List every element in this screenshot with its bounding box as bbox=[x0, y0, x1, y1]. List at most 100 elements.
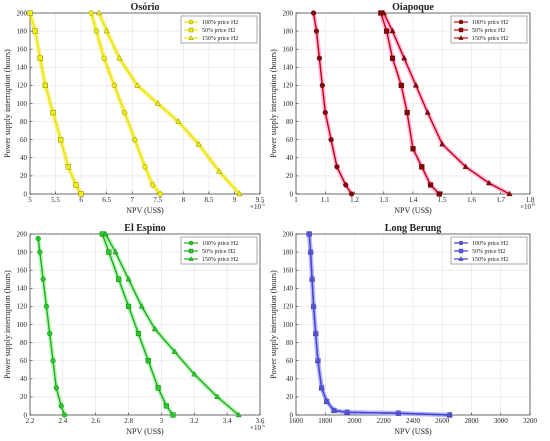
x-tick-label: 3.2 bbox=[190, 417, 199, 425]
data-point-triangle bbox=[439, 140, 446, 147]
data-point-square bbox=[163, 403, 169, 409]
data-point-triangle bbox=[102, 230, 109, 237]
x-tick-label: 2.4 bbox=[58, 417, 67, 425]
legend-label: 100% price H2 bbox=[202, 20, 238, 26]
x-tick-label: 2.2 bbox=[26, 417, 35, 425]
legend: 100% price H2 50% price H2 150% price H2 bbox=[180, 236, 258, 265]
data-point-triangle bbox=[116, 54, 123, 61]
data-point-circle bbox=[50, 358, 56, 364]
y-tick-label: 140 bbox=[17, 285, 28, 293]
x-tick-label: 1800 bbox=[318, 417, 333, 425]
legend-label: 100% price H2 bbox=[472, 20, 508, 26]
x-tick-label: 5 bbox=[28, 196, 32, 204]
data-point-square bbox=[58, 137, 64, 143]
legend-label: 50% price H2 bbox=[202, 28, 235, 34]
data-point-square bbox=[404, 109, 410, 116]
y-tick-label: 20 bbox=[286, 393, 294, 401]
data-point-square bbox=[188, 27, 194, 33]
data-point-circle bbox=[188, 240, 194, 246]
data-point-triangle bbox=[175, 118, 182, 124]
data-point-triangle bbox=[309, 275, 316, 282]
y-tick-label: 180 bbox=[17, 248, 28, 256]
x-tick-label: 1.3 bbox=[379, 196, 388, 204]
data-point-triangle bbox=[214, 393, 221, 400]
y-tick-label: 40 bbox=[20, 375, 28, 383]
y-axis-label: Power supply interruption (hours) bbox=[3, 270, 12, 379]
x-tick-label: 5.5 bbox=[51, 196, 60, 204]
data-point-triangle bbox=[236, 190, 243, 197]
data-point-circle bbox=[313, 28, 320, 34]
data-point-circle bbox=[37, 249, 43, 255]
data-point-square bbox=[32, 28, 38, 34]
data-point-square bbox=[155, 385, 161, 391]
x-axis-label: NPV (US$) bbox=[126, 427, 164, 436]
data-point-square bbox=[116, 276, 122, 282]
data-point-triangle bbox=[191, 370, 198, 377]
data-point-circle bbox=[322, 109, 328, 116]
x-multiplier-exponent: 5 bbox=[262, 423, 265, 429]
data-point-square bbox=[427, 182, 434, 188]
y-tick-label: 120 bbox=[283, 82, 294, 90]
data-point-triangle bbox=[506, 190, 513, 197]
data-point-triangle bbox=[462, 163, 469, 169]
x-tick-label: 1.6 bbox=[467, 196, 476, 204]
data-point-square bbox=[27, 10, 33, 16]
data-point-triangle bbox=[458, 35, 464, 40]
y-axis-label: Power supply interruption (hours) bbox=[3, 49, 12, 158]
y-tick-label: 40 bbox=[286, 375, 294, 383]
data-point-triangle bbox=[151, 325, 158, 332]
y-tick-label: 100 bbox=[17, 321, 28, 329]
data-point-triangle bbox=[138, 303, 145, 309]
series-2 bbox=[96, 9, 243, 197]
data-point-square bbox=[384, 28, 390, 34]
legend-label: 50% price H2 bbox=[472, 249, 505, 255]
series-0 bbox=[88, 10, 163, 197]
data-point-triangle bbox=[216, 168, 223, 174]
series-1 bbox=[378, 10, 442, 197]
x-multiplier: ×10 bbox=[520, 203, 531, 211]
x-tick-label: 2200 bbox=[377, 417, 392, 425]
data-point-square bbox=[106, 249, 112, 255]
data-point-square bbox=[125, 303, 132, 310]
data-point-triangle bbox=[134, 82, 141, 88]
chart-title: Long Berung bbox=[385, 223, 441, 234]
legend-label: 150% price H2 bbox=[472, 36, 508, 42]
data-point-circle bbox=[58, 403, 64, 409]
series-1 bbox=[99, 231, 176, 418]
y-tick-label: 120 bbox=[283, 303, 294, 311]
data-point-triangle bbox=[125, 275, 132, 282]
data-point-square bbox=[188, 248, 194, 254]
legend-label: 150% price H2 bbox=[202, 257, 238, 263]
data-point-circle bbox=[93, 28, 100, 34]
x-tick-label: 1.5 bbox=[438, 196, 447, 204]
data-point-square bbox=[37, 55, 43, 61]
series-0 bbox=[35, 235, 68, 418]
data-point-triangle bbox=[380, 9, 387, 16]
data-point-square bbox=[145, 358, 151, 364]
data-point-circle bbox=[316, 55, 323, 61]
x-tick-label: 7 bbox=[130, 196, 134, 204]
data-point-triangle bbox=[188, 35, 194, 40]
data-point-circle bbox=[334, 164, 340, 170]
chart-panel: 1600 1800 2000 2200 2400 2600 2800 3000 3200 0 20 4… bbox=[269, 223, 538, 436]
chart-panel: 1 1.1 1.2 1.3 1.4 1.5 1.6 1.7 1.8 0 20 40 60 80 100 120… bbox=[269, 2, 535, 215]
data-point-circle bbox=[53, 385, 59, 391]
x-tick-label: 2.8 bbox=[124, 417, 133, 425]
legend-label: 100% price H2 bbox=[202, 241, 238, 247]
x-tick-label: 1 bbox=[294, 196, 298, 204]
y-tick-label: 200 bbox=[17, 230, 28, 238]
x-tick-label: 1600 bbox=[289, 417, 304, 425]
y-tick-label: 80 bbox=[20, 118, 28, 126]
y-tick-label: 140 bbox=[283, 285, 294, 293]
y-tick-label: 120 bbox=[17, 303, 28, 311]
x-tick-label: 6.5 bbox=[102, 196, 111, 204]
data-point-circle bbox=[458, 240, 464, 246]
x-tick-label: 8 bbox=[182, 196, 186, 204]
y-tick-label: 60 bbox=[20, 357, 28, 365]
x-multiplier: ×10 bbox=[250, 424, 261, 432]
series-0 bbox=[310, 10, 355, 197]
data-point-triangle bbox=[486, 179, 493, 186]
data-point-triangle bbox=[323, 398, 330, 404]
x-multiplier-exponent: 5 bbox=[262, 202, 265, 208]
y-tick-label: 120 bbox=[17, 82, 28, 90]
